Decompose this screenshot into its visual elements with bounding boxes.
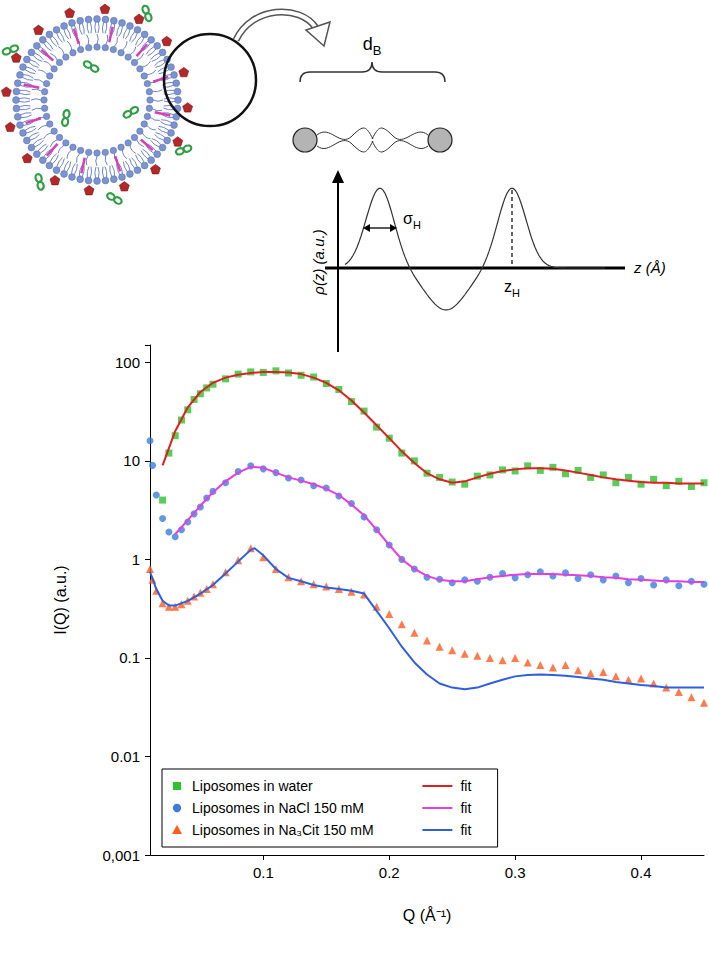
svg-text:I(Q) (a.u.): I(Q) (a.u.) [52, 565, 69, 634]
svg-text:0.2: 0.2 [379, 864, 400, 881]
svg-text:Liposomes in NaCl 150 mM: Liposomes in NaCl 150 mM [192, 800, 364, 816]
svg-text:Q (Å⁻¹): Q (Å⁻¹) [403, 906, 452, 924]
svg-text:fit: fit [460, 800, 471, 816]
svg-text:0.01: 0.01 [111, 748, 140, 765]
svg-text:fit: fit [460, 778, 471, 794]
svg-text:fit: fit [460, 822, 471, 838]
svg-text:0.1: 0.1 [253, 864, 274, 881]
svg-text:σH: σH [403, 210, 421, 231]
svg-text:100: 100 [115, 354, 140, 371]
svg-text:10: 10 [123, 452, 140, 469]
svg-text:1: 1 [132, 551, 140, 568]
svg-text:Liposomes in Na₃Cit 150 mM: Liposomes in Na₃Cit 150 mM [192, 822, 374, 838]
svg-text:dB: dB [363, 34, 382, 58]
svg-text:zH: zH [504, 278, 520, 299]
svg-text:ρ(z) (a.u.): ρ(z) (a.u.) [310, 229, 327, 295]
svg-text:Liposomes in water: Liposomes in water [192, 778, 313, 794]
svg-text:0.4: 0.4 [631, 864, 652, 881]
svg-text:z (Å): z (Å) [633, 259, 666, 276]
svg-text:0.3: 0.3 [505, 864, 526, 881]
svg-text:0.1: 0.1 [119, 649, 140, 666]
svg-text:0,001: 0,001 [102, 847, 140, 864]
